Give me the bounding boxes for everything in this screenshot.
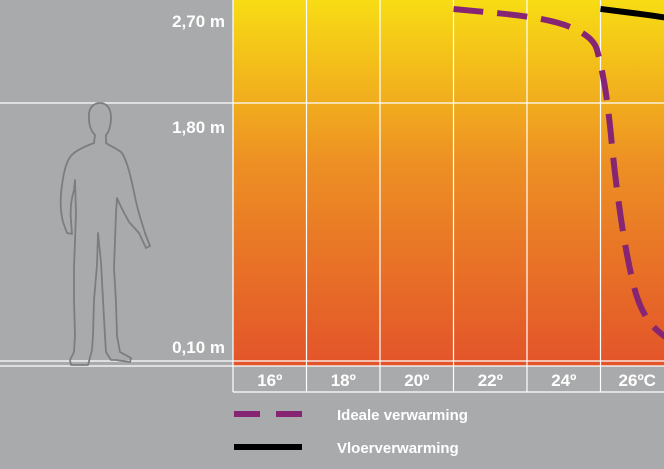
person-silhouette-icon — [61, 103, 150, 365]
y-tick-labels: 2,70 m 1,80 m 0,10 m — [172, 12, 225, 357]
legend-label: Vloerverwarming — [337, 440, 459, 457]
x-tick-label: 26ºC — [619, 371, 656, 390]
y-tick-label: 1,80 m — [172, 118, 225, 137]
legend-label: Ideale verwarming — [337, 407, 468, 424]
x-tick-labels: 16º 18º 20º 22º 24º 26ºC — [257, 371, 656, 390]
x-tick-label: 24º — [551, 371, 576, 390]
y-tick-label: 0,10 m — [172, 338, 225, 357]
x-tick-label: 20º — [404, 371, 429, 390]
x-tick-label: 22º — [478, 371, 503, 390]
y-tick-label: 2,70 m — [172, 12, 225, 31]
x-tick-label: 18º — [331, 371, 356, 390]
x-tick-label: 16º — [257, 371, 282, 390]
legend: Ideale verwarming Vloerverwarming — [234, 407, 468, 457]
